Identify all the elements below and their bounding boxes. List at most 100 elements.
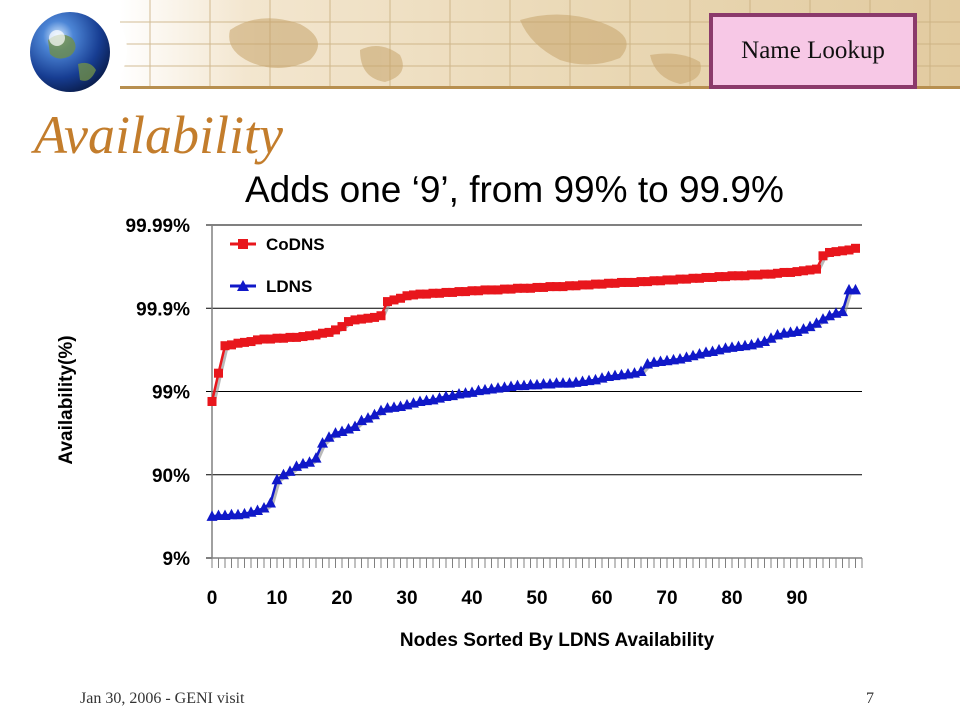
ldns-point (278, 468, 289, 480)
x-tick-label: 30 (396, 588, 417, 609)
footer-date: Jan 30, 2006 - GENI visit (80, 690, 245, 707)
globe-land (48, 34, 96, 81)
ldns-point (817, 313, 829, 324)
codns-point (207, 396, 217, 406)
codns-point (766, 269, 776, 279)
codns-point (279, 333, 288, 343)
codns-point (708, 272, 717, 282)
codns-point (578, 280, 587, 290)
x-tick-label: 20 (331, 588, 352, 609)
codns-point (500, 284, 509, 294)
codns-point (734, 271, 743, 281)
codns-point (610, 278, 620, 288)
legend-codns-marker (238, 239, 248, 249)
y-tick-labels: 99.99% 99.9% 99% 90% 9% (126, 216, 191, 570)
ldns-point (349, 420, 361, 431)
codns-point (838, 246, 847, 256)
codns-point (649, 276, 659, 286)
codns-point (844, 245, 854, 255)
legend-codns-label: CoDNS (266, 235, 325, 254)
codns-point (812, 264, 821, 274)
codns-point (513, 283, 522, 293)
codns-point (461, 287, 470, 297)
ldns-point (759, 335, 770, 347)
legend: CoDNS LDNS (230, 235, 325, 296)
codns-point (428, 288, 438, 298)
footer-page-number: 7 (866, 690, 874, 707)
codns-point (727, 271, 737, 281)
codns-point (617, 277, 626, 287)
series-ldns (206, 283, 861, 521)
codns-point (688, 273, 698, 283)
codns-point (220, 341, 230, 351)
codns-point (253, 335, 262, 345)
codns-point (714, 272, 724, 282)
x-tick-label: 40 (461, 588, 482, 609)
x-tick-label: 60 (591, 588, 612, 609)
codns-point (370, 312, 379, 322)
codns-point (662, 275, 672, 285)
codns-point (285, 332, 295, 342)
codns-point (786, 267, 795, 277)
codns-point (721, 272, 730, 282)
series-codns (207, 243, 860, 406)
codns-point (675, 274, 685, 284)
codns-point (545, 282, 555, 292)
codns-point (292, 332, 301, 342)
x-tick-label: 0 (207, 588, 218, 609)
codns-point (272, 333, 282, 343)
codns-point (363, 313, 373, 323)
codns-point (246, 337, 256, 347)
codns-point (214, 368, 223, 378)
codns-point (435, 288, 444, 298)
codns-point (240, 337, 249, 347)
ldns-point (850, 283, 861, 295)
ldns-point (837, 305, 848, 317)
x-tick-label: 80 (721, 588, 742, 609)
codns-point (779, 267, 789, 277)
y-tick-label: 99.99% (126, 216, 191, 237)
codns-point (760, 269, 769, 279)
globe-highlight (49, 30, 65, 46)
y-tick-label: 99% (152, 383, 190, 404)
map-continents (229, 14, 888, 84)
codns-point (695, 273, 704, 283)
codns-point (630, 277, 639, 287)
name-lookup-badge: Name Lookup (709, 13, 917, 89)
codns-point (532, 282, 542, 292)
map-strip-bottom-edge (120, 86, 960, 89)
codns-point (474, 286, 483, 296)
ldns-point (362, 412, 374, 423)
codns-point (487, 285, 496, 295)
ldns-point (635, 365, 647, 377)
y-tick-label: 90% (152, 466, 190, 487)
codns-point (643, 277, 652, 287)
codns-point (740, 271, 750, 281)
codns-point (519, 283, 529, 293)
codns-point (233, 338, 243, 348)
codns-point (825, 247, 834, 257)
codns-point (383, 297, 392, 307)
ldns-point (804, 320, 816, 332)
codns-point (259, 334, 269, 344)
codns-point (773, 268, 782, 278)
codns-point (298, 332, 308, 342)
codns-point (305, 331, 314, 341)
codns-point (831, 247, 841, 257)
codns-point (324, 327, 334, 337)
codns-point (389, 295, 399, 305)
codns-point (422, 289, 431, 299)
codns-point (402, 291, 412, 301)
codns-point (597, 279, 607, 289)
codns-point (591, 279, 600, 289)
codns-point (539, 282, 548, 292)
codns-point (669, 275, 678, 285)
codns-point (448, 287, 457, 297)
ldns-point (310, 452, 322, 463)
series-ldns-shadow (213, 290, 858, 520)
ldns-point (369, 408, 380, 420)
codns-point (227, 340, 236, 350)
ldns-point (258, 502, 270, 513)
codns-point (454, 287, 464, 297)
